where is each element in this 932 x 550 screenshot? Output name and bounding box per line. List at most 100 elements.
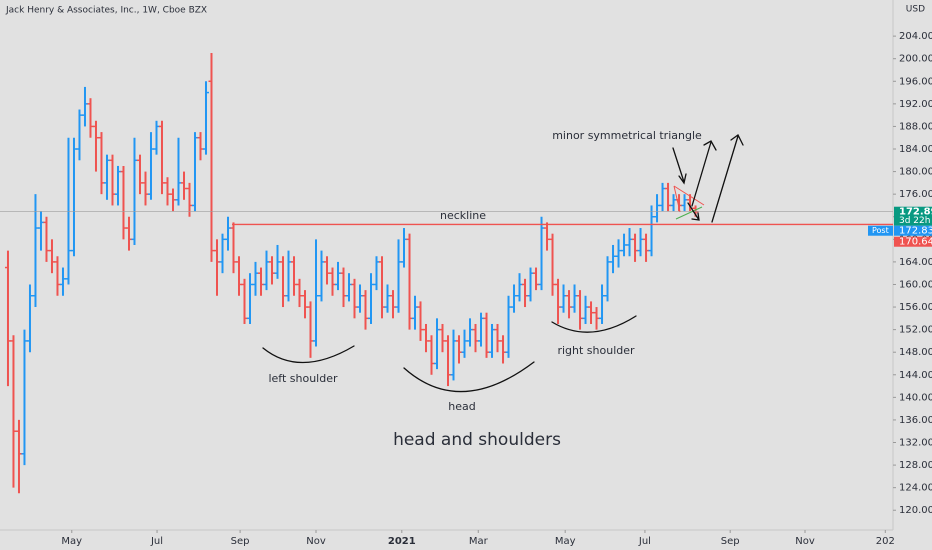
- ohlc-bar: [621, 233, 628, 257]
- ohlc-bar: [571, 284, 578, 313]
- head-curve: [403, 361, 535, 393]
- ohlc-bar: [70, 137, 77, 257]
- left-shoulder-curve: [262, 345, 355, 364]
- ohlc-bar: [120, 165, 127, 240]
- triangle-arrow: [672, 147, 687, 185]
- ohlc-bar: [318, 250, 325, 302]
- ohlc-bar: [142, 171, 149, 206]
- ohlc-bar: [114, 165, 121, 206]
- ohlc-bar: [632, 233, 639, 262]
- currency: USD: [906, 5, 925, 15]
- ohlc-bar: [257, 267, 264, 296]
- ohlc-bar: [368, 273, 375, 324]
- ohlc-bar: [274, 244, 281, 279]
- ohlc-bar: [522, 278, 529, 308]
- ohlc-bar: [340, 267, 347, 308]
- countdown-label: 3d 22h: [899, 216, 930, 226]
- ohlc-bar: [637, 228, 644, 257]
- target-arrow-2: [711, 134, 744, 223]
- ohlc-bar: [285, 250, 292, 302]
- ohlc-bar: [670, 194, 677, 212]
- ohlc-bar: [197, 132, 204, 161]
- ohlc-bar: [527, 267, 534, 302]
- ohlc-bar: [164, 177, 171, 206]
- x-tick-label: Mar: [469, 536, 489, 547]
- ohlc-bar: [32, 194, 39, 308]
- y-tick-label: 148.00: [899, 347, 932, 358]
- ohlc-bar: [54, 256, 61, 296]
- ohlc-bar: [654, 194, 661, 223]
- neckline-price-label: 170.64: [899, 237, 932, 248]
- chart-title: Jack Henry & Associates, Inc., 1W, Cboe …: [5, 6, 207, 16]
- ohlc-bar: [478, 312, 485, 347]
- ohlc-bar: [588, 301, 595, 324]
- ohlc-bar: [483, 312, 490, 358]
- ohlc-bar: [461, 329, 468, 358]
- ohlc-bar: [346, 273, 353, 302]
- ohlc-bar: [593, 307, 600, 330]
- right-shoulder-label: right shoulder: [557, 344, 635, 357]
- y-tick-label: 136.00: [899, 415, 932, 426]
- y-tick-label: 188.00: [899, 121, 932, 132]
- ohlc-bar: [59, 267, 66, 296]
- right-shoulder-curve: [551, 315, 637, 333]
- ohlc-bar: [406, 233, 413, 330]
- post-price-label: 172.83: [899, 226, 932, 237]
- ohlc-bar: [560, 284, 567, 313]
- ohlc-bar: [103, 154, 110, 200]
- neckline-label: neckline: [440, 209, 486, 222]
- x-tick-label: May: [61, 536, 82, 547]
- pattern-label: head and shoulders: [393, 430, 561, 450]
- y-tick-label: 192.00: [899, 99, 932, 110]
- ohlc-bar: [681, 194, 688, 212]
- ohlc-bar: [175, 137, 182, 206]
- ohlc-bar: [15, 419, 22, 494]
- ohlc-bar: [533, 267, 540, 291]
- head-label: head: [448, 400, 475, 413]
- ohlc-bar: [648, 205, 655, 257]
- y-tick-label: 132.00: [899, 438, 932, 449]
- ohlc-bar: [412, 295, 419, 330]
- ohlc-bar: [665, 182, 672, 212]
- ohlc-bar: [505, 295, 512, 358]
- y-tick-label: 128.00: [899, 460, 932, 471]
- ohlc-bar: [81, 86, 88, 127]
- ohlc-bar: [136, 154, 143, 195]
- y-tick-label: 152.00: [899, 325, 932, 336]
- ohlc-bar: [329, 267, 336, 296]
- ohlc-bar: [10, 335, 17, 488]
- y-tick-label: 176.00: [899, 189, 932, 200]
- ohlc-bar: [153, 120, 160, 155]
- ohlc-bar: [235, 256, 242, 296]
- ohlc-bar: [390, 290, 397, 319]
- ohlc-bar: [395, 239, 402, 313]
- post-price-box: [894, 225, 932, 236]
- ohlc-bar: [362, 290, 369, 330]
- x-tick-label: Jul: [150, 536, 163, 547]
- ohlc-bar: [439, 323, 446, 353]
- ohlc-bar: [48, 239, 55, 274]
- ohlc-bar: [43, 216, 50, 262]
- plot: 120.00 124.00 128.00 132.00 136.00 140.00 144.…: [0, 31, 932, 547]
- ohlc-bar: [456, 335, 463, 364]
- ohlc-bar: [604, 256, 611, 302]
- ohlc-bar: [169, 188, 176, 212]
- y-tick-label: 156.00: [899, 302, 932, 313]
- y-tick-label: 200.00: [899, 54, 932, 65]
- ohlc-bar: [445, 335, 452, 387]
- ohlc-bar: [92, 120, 99, 172]
- ohlc-bar: [202, 81, 209, 155]
- ohlc-bar: [21, 329, 28, 466]
- ohlc-bar: [467, 318, 474, 347]
- x-tick-label: 2021: [388, 536, 416, 547]
- ohlc-bar: [351, 278, 358, 319]
- ohlc-bar: [357, 284, 364, 313]
- ohlc-bar: [219, 233, 226, 274]
- x-tick-label: 202: [876, 536, 895, 547]
- y-tick-label: 144.00: [899, 370, 932, 381]
- ohlc-bar: [76, 109, 83, 161]
- ohlc-bar: [500, 335, 507, 364]
- ohlc-bar: [252, 261, 259, 296]
- y-tick-label: 204.00: [899, 31, 932, 42]
